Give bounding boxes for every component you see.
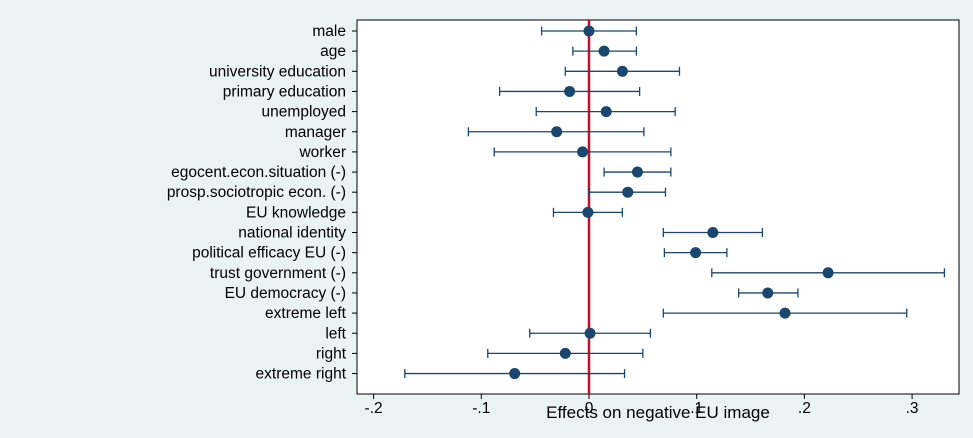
x-tick-label: 0	[585, 400, 594, 417]
estimate-point	[583, 25, 595, 37]
estimate-point	[690, 247, 702, 259]
y-tick-label: national identity	[238, 225, 346, 242]
y-tick-label: left	[325, 325, 346, 342]
estimate-point	[779, 307, 791, 319]
estimate-point	[577, 146, 589, 158]
estimate-point	[564, 85, 576, 97]
y-tick-label: political efficacy EU (-)	[192, 245, 346, 262]
y-tick-label: egocent.econ.situation (-)	[171, 164, 346, 181]
x-tick-label: .1	[690, 400, 703, 417]
estimate-point	[600, 106, 612, 118]
estimate-point	[762, 287, 774, 299]
y-tick-label: extreme left	[265, 305, 347, 322]
estimate-point	[616, 65, 628, 77]
y-tick-label: worker	[298, 144, 346, 161]
y-tick-label: trust government (-)	[210, 265, 346, 282]
x-tick-label: .3	[906, 400, 919, 417]
y-tick-label: manager	[285, 124, 346, 141]
estimate-point	[509, 368, 521, 380]
y-tick-label: EU knowledge	[246, 204, 346, 221]
x-tick-label: .2	[798, 400, 811, 417]
plot-area	[356, 19, 960, 395]
x-tick-label: -.2	[365, 400, 383, 417]
y-tick-label: EU democracy (-)	[225, 285, 346, 302]
estimate-point	[622, 186, 634, 198]
estimate-point	[584, 327, 596, 339]
y-tick-label: university education	[209, 63, 346, 80]
y-tick-label: right	[316, 345, 347, 362]
estimate-point	[559, 347, 571, 359]
x-axis-label: Effects on negative EU image	[546, 403, 770, 422]
y-tick-label: primary education	[223, 83, 346, 100]
y-tick-label: male	[312, 23, 346, 40]
y-tick-label: unemployed	[262, 104, 346, 121]
y-tick-label: age	[320, 43, 346, 60]
estimate-point	[707, 227, 719, 238]
estimate-point	[822, 267, 834, 279]
estimate-point	[631, 166, 643, 178]
y-tick-label: extreme right	[256, 366, 347, 383]
estimate-point	[551, 126, 563, 138]
y-tick-label: prosp.sociotropic econ. (-)	[167, 184, 346, 201]
x-tick-label: -.1	[472, 400, 490, 417]
estimate-point	[582, 206, 594, 218]
estimate-point	[598, 45, 610, 57]
